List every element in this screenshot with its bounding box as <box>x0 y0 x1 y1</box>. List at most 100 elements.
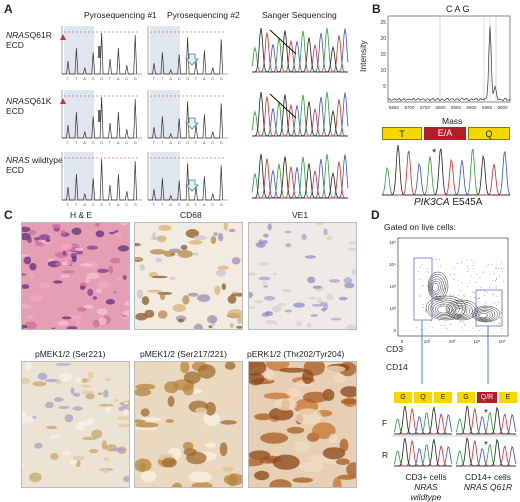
perk-cell <box>312 422 336 439</box>
pmek217-texture <box>135 362 242 487</box>
perk-cell <box>249 450 271 460</box>
pik3ca-trace <box>381 144 511 196</box>
perk-cell <box>324 365 346 373</box>
flow-xtick-1: 10² <box>424 339 431 344</box>
codon-ea: E/A <box>424 127 466 140</box>
ve1-cell <box>317 297 323 304</box>
codon-d-left-e: E <box>434 392 452 403</box>
ve1-cell <box>263 285 268 288</box>
pmek221-cell <box>87 371 94 380</box>
codon-bar-d-left: G Q E <box>394 392 452 403</box>
pyro1-base-0-1: T <box>75 76 78 81</box>
pyro2-base-0-4: G <box>186 76 189 81</box>
flow-event <box>431 320 432 322</box>
pyro2-arrow-0 <box>185 53 199 66</box>
gate-cd3 <box>413 257 433 321</box>
flow-ytick-4: 0 <box>393 328 396 333</box>
flow-contour-1 <box>452 306 468 316</box>
flow-event <box>463 308 465 310</box>
flow-event <box>495 267 497 269</box>
pyro2-peaks-1 <box>148 101 224 139</box>
ve1-cell <box>304 255 317 259</box>
ve1-cell <box>263 233 269 238</box>
pmek217-cell <box>221 462 234 476</box>
pyro2-base-0-0: T <box>153 76 156 81</box>
pmek221-cell <box>22 464 26 469</box>
flow-event <box>436 295 438 297</box>
codon-t: T <box>382 127 422 140</box>
perk-cell <box>274 398 297 411</box>
flow-event <box>465 324 466 325</box>
panel-letter-d: D <box>371 208 380 222</box>
flow-event <box>497 301 499 303</box>
perk-cell <box>336 458 350 465</box>
mass-xtick-1: 5700 <box>404 105 415 110</box>
perk-cell <box>286 426 305 434</box>
perk-cell <box>292 477 313 483</box>
flow-event <box>433 258 435 260</box>
pmek221-cell <box>25 362 32 371</box>
flow-xtick-4: 10⁵ <box>499 339 506 344</box>
flow-event <box>496 305 498 307</box>
flow-event <box>456 306 458 308</box>
he-cell <box>56 320 69 326</box>
sanger-trace-1 <box>251 91 349 137</box>
flow-event <box>456 301 458 302</box>
ve1-cell <box>253 300 264 304</box>
pyro2-peaks-2 <box>148 163 224 201</box>
pyro2-base-2-0: T <box>153 202 156 207</box>
flow-event <box>418 271 419 272</box>
flow-event <box>493 294 495 296</box>
pmek221-cell <box>103 457 110 461</box>
ve1-cell <box>272 272 277 276</box>
pmek221-cell <box>29 472 42 483</box>
ve1-cell <box>346 324 356 329</box>
stain-pmek-221: pMEK1/2 (Ser221) <box>35 349 106 359</box>
ve1-cell <box>249 306 256 309</box>
mass-xtick-7: 6000 <box>497 105 508 110</box>
pmek221-cell <box>72 456 85 461</box>
cd68-cell <box>208 325 213 329</box>
flow-event <box>501 268 502 270</box>
sanger-arrow-0 <box>269 29 297 55</box>
flow-event <box>496 279 497 280</box>
he-cell <box>122 275 127 280</box>
flow-event <box>479 276 481 278</box>
ve1-cell <box>310 314 318 317</box>
flow-event <box>463 294 465 296</box>
flow-event <box>485 316 486 317</box>
cd68-cell <box>193 235 207 241</box>
pmek221-cell <box>123 401 129 405</box>
pmek221-cell <box>113 399 119 402</box>
flow-event <box>445 299 447 300</box>
flow-contour-3 <box>471 305 501 323</box>
pyro2-arrow-2 <box>185 179 199 192</box>
flow-event <box>494 303 496 304</box>
ve1-cell <box>316 223 325 226</box>
flow-event <box>440 305 442 307</box>
flow-event <box>472 265 474 267</box>
he-cell <box>22 284 30 289</box>
flow-event <box>499 312 501 314</box>
pmek217-cell <box>167 395 175 407</box>
ve1-cell <box>312 285 322 289</box>
pyro1-shade-0 <box>64 26 94 74</box>
strand-r: R <box>382 450 389 460</box>
pyro1-peaks-1 <box>62 96 138 139</box>
pmek221-cell <box>32 381 47 387</box>
row-label-q61k: NRASQ61K ECD <box>6 96 52 116</box>
he-cell <box>22 254 30 258</box>
pyro1-base-1-4: G <box>100 140 103 145</box>
pmek217-cell <box>149 363 166 369</box>
flow-event <box>457 263 458 265</box>
stain-pmek-217: pMEK1/2 (Ser217/221) <box>140 349 227 359</box>
flow-event <box>442 295 443 297</box>
pyro1-red-arrow-0 <box>60 34 66 40</box>
mass-xlabel: Mass <box>442 116 463 126</box>
pyro2-base-0-3: C <box>178 76 181 81</box>
flow-event <box>476 274 478 275</box>
mass-ylabel: Intensity <box>358 40 368 72</box>
codon-d-right-e: E <box>499 392 517 403</box>
perk-cell <box>337 474 356 480</box>
pyro1-base-1-7: C <box>125 140 128 145</box>
